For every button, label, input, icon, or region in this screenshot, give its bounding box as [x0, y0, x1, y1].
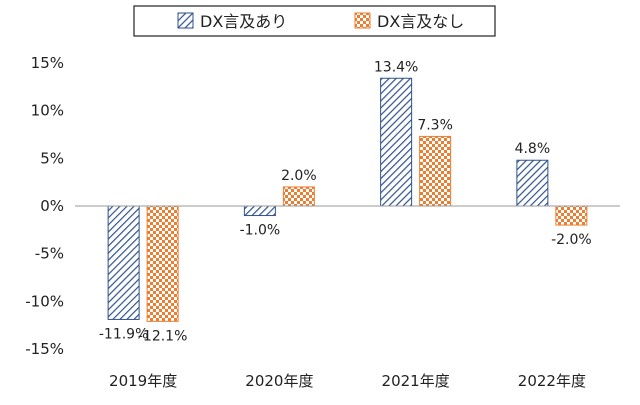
x-tick-label: 2020年度 [245, 372, 313, 390]
x-tick-label: 2021年度 [382, 372, 450, 390]
x-tick-label: 2022年度 [518, 372, 586, 390]
y-tick-label: 0% [40, 197, 64, 215]
y-tick-label: -15% [25, 340, 64, 358]
legend: DX言及あり DX言及なし [133, 5, 496, 37]
y-tick-label: 10% [31, 102, 64, 120]
y-axis-ticks: 15% 10% 5% 0% -5% -10% -15% [25, 54, 64, 358]
legend-box [133, 5, 496, 37]
legend-swatch-dx-yes [177, 12, 194, 29]
data-label: 2.0% [281, 168, 317, 184]
data-labels: -11.9%-12.1% -1.0% 2.0% 13.4% 7.3% 4.8% -2.0% [99, 59, 592, 344]
x-axis-ticks: 2019年度 2020年度 2021年度 2022年度 [109, 372, 586, 390]
data-label: -11.9% [99, 326, 149, 342]
bar-dx-no [146, 205, 179, 322]
y-tick-label: 5% [40, 149, 64, 167]
bars [107, 77, 588, 322]
bar-dx-yes [516, 159, 549, 207]
y-tick-label: 15% [31, 54, 64, 72]
data-label: -2.0% [551, 232, 592, 248]
data-label: 7.3% [417, 117, 453, 133]
legend-swatch-dx-no [354, 12, 371, 29]
y-tick-label: -10% [25, 292, 64, 310]
data-label: -1.0% [240, 223, 281, 239]
bar-dx-yes [380, 77, 413, 207]
legend-label-dx-yes: DX言及あり [200, 12, 287, 31]
bar-dx-yes [243, 205, 276, 217]
legend-label-dx-no: DX言及なし [377, 12, 464, 31]
data-label: 4.8% [515, 141, 551, 157]
data-label: -12.1% [138, 328, 188, 344]
bar-dx-no [419, 135, 452, 207]
y-tick-label: -5% [35, 245, 64, 263]
bar-dx-no [555, 205, 588, 226]
x-tick-label: 2019年度 [109, 372, 177, 390]
data-label: 13.4% [374, 59, 418, 75]
bar-dx-yes [107, 205, 140, 320]
bar-dx-no [282, 186, 315, 207]
